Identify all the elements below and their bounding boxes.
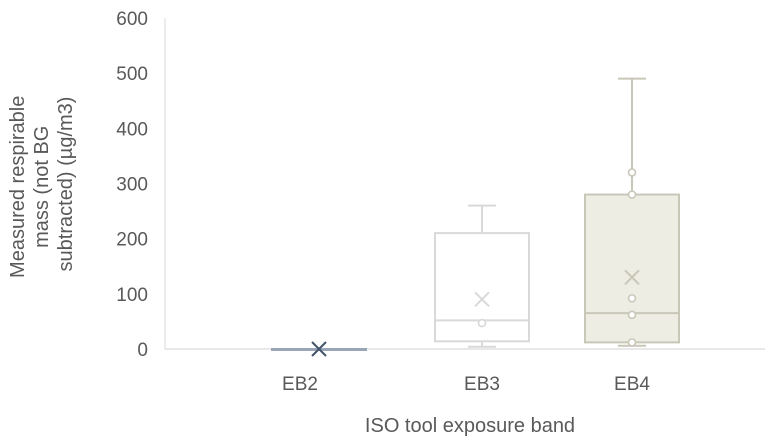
data-point xyxy=(627,338,637,347)
y-tick-label: 500 xyxy=(116,64,148,85)
x-tick-labels: EB2 EB3 EB4 xyxy=(282,374,650,395)
box-eb3 xyxy=(434,204,530,348)
x-tick-label: EB2 xyxy=(282,374,318,395)
y-tick-label: 400 xyxy=(116,119,148,140)
x-tick-label: EB4 xyxy=(614,374,650,395)
x-axis-title: ISO tool exposure band xyxy=(365,415,575,437)
svg-text:Measured respirable mass: Measured respirable mass (not BG subtrac… xyxy=(7,90,77,278)
box-eb2 xyxy=(271,341,367,357)
y-tick-label: 200 xyxy=(116,230,148,251)
box-series xyxy=(271,77,680,357)
y-axis-title-line-3: subtracted) (µg/m3) xyxy=(55,97,77,272)
y-axis: 0 100 200 300 400 500 600 xyxy=(116,9,166,361)
y-axis-title: Measured respirable mass (not BG subtrac… xyxy=(7,90,77,278)
y-tick-label: 100 xyxy=(116,285,148,306)
y-axis-title-line-2: mass (not BG xyxy=(31,126,53,248)
y-tick-label: 600 xyxy=(116,9,148,30)
data-point xyxy=(627,293,637,303)
y-axis-title-line-1: Measured respirable xyxy=(7,96,29,278)
box-eb4 xyxy=(584,77,680,347)
y-tick-label: 0 xyxy=(137,340,148,361)
data-point xyxy=(627,168,637,177)
mean-marker xyxy=(624,269,640,285)
y-tick-label: 300 xyxy=(116,175,148,196)
mean-marker xyxy=(474,291,490,308)
x-tick-label: EB3 xyxy=(464,374,500,395)
data-point xyxy=(627,190,637,199)
data-point xyxy=(477,318,487,328)
data-point xyxy=(627,310,637,320)
y-tick-labels: 0 100 200 300 400 500 600 xyxy=(116,9,148,361)
iqr-box xyxy=(434,232,530,343)
mean-marker xyxy=(311,341,327,357)
iqr-box xyxy=(584,193,680,344)
